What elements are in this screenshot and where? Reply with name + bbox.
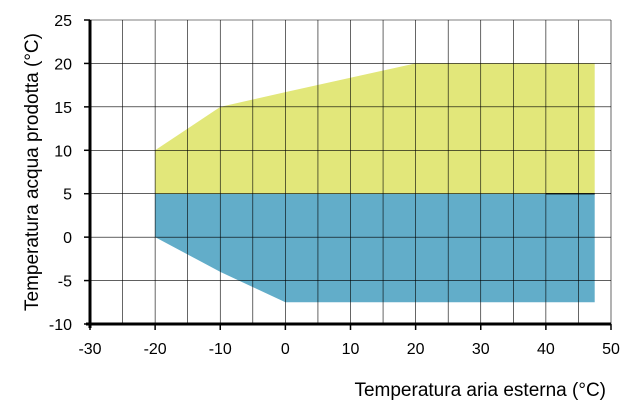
y-tick-labels: -10 -5 0 5 10 15 20 25 — [49, 13, 72, 334]
x-tick-label: -30 — [78, 341, 101, 358]
region-1 — [155, 63, 595, 194]
y-tick-label: 25 — [54, 13, 72, 30]
y-tick-label: 5 — [63, 187, 72, 204]
x-tick-label: 0 — [281, 341, 290, 358]
x-tick-label: 10 — [342, 341, 360, 358]
y-tick-label: 15 — [54, 100, 72, 117]
x-tick-label: 20 — [407, 341, 425, 358]
x-tick-label: -20 — [144, 341, 167, 358]
y-axis-label: Temperatura acqua prodotta (°C) — [22, 33, 43, 311]
y-tick-label: -5 — [58, 274, 72, 291]
y-tick-label: 10 — [54, 143, 72, 160]
y-tick-label: 20 — [54, 56, 72, 73]
x-axis-label: Temperatura aria esterna (°C) — [354, 380, 606, 401]
chart-axes — [84, 19, 612, 330]
x-tick-label: 50 — [602, 341, 620, 358]
x-tick-label: 40 — [537, 341, 555, 358]
y-tick-label: -10 — [49, 317, 72, 334]
x-tick-labels: -30 -20 -10 0 10 20 30 40 50 — [78, 341, 620, 358]
x-tick-label: -10 — [209, 341, 232, 358]
chart-grid — [90, 19, 612, 324]
chart-regions — [155, 63, 595, 303]
region-2 — [155, 193, 595, 303]
y-tick-label: 0 — [63, 230, 72, 247]
x-tick-label: 30 — [472, 341, 490, 358]
